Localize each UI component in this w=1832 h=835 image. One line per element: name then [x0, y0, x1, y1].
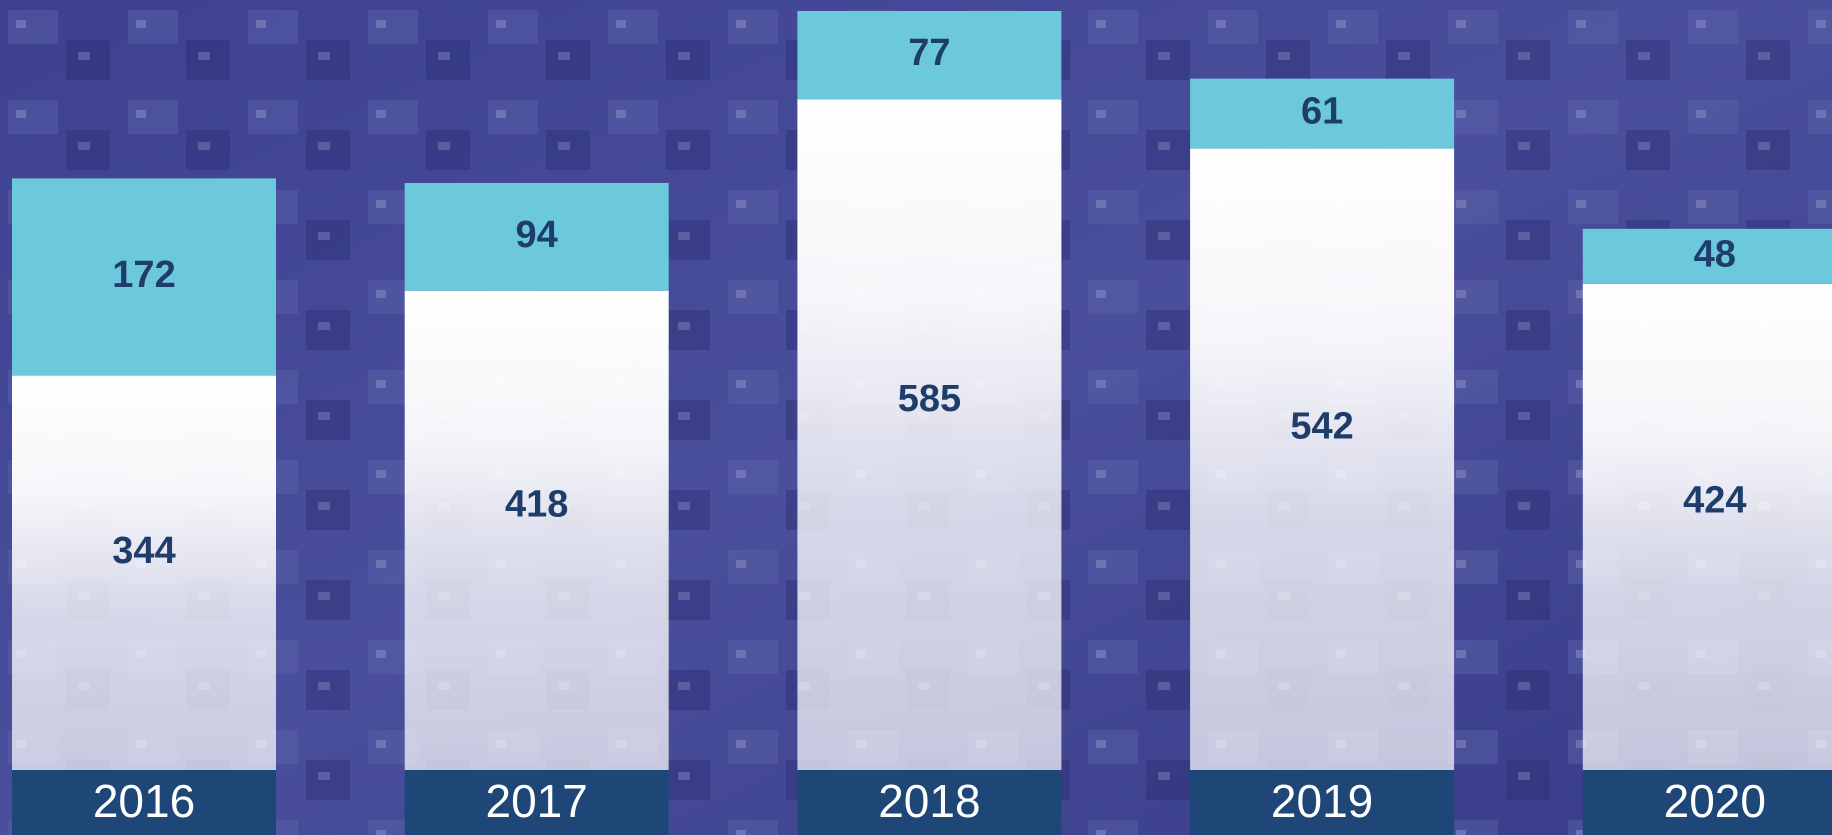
x-tick-label: 2018 — [878, 775, 980, 827]
value-label: 344 — [112, 530, 175, 572]
bar-segment — [1582, 228, 1832, 284]
year-band — [12, 770, 276, 835]
year-band — [797, 770, 1062, 835]
bar-segment — [1582, 283, 1832, 770]
value-label: 48 — [1694, 233, 1736, 275]
bar-segment — [404, 290, 669, 770]
bar-segment — [797, 11, 1062, 100]
x-tick-label: 2017 — [486, 775, 588, 827]
value-label: 77 — [908, 32, 950, 74]
value-label: 542 — [1290, 405, 1353, 447]
year-band — [1582, 770, 1832, 835]
bar-segment — [1190, 78, 1455, 149]
year-band — [404, 770, 669, 835]
x-tick-label: 2019 — [1271, 775, 1373, 827]
bars: 344 172 2016 418 94 2017 585 77 2018 542 61 2019 424… — [12, 11, 1832, 835]
year-band — [1190, 770, 1455, 835]
value-label: 94 — [516, 214, 558, 256]
bar-segment — [12, 375, 276, 770]
bar-segment — [404, 182, 669, 291]
value-label: 424 — [1683, 480, 1746, 522]
x-tick-label: 2020 — [1664, 775, 1766, 827]
value-label: 585 — [898, 378, 961, 420]
value-label: 61 — [1301, 91, 1343, 133]
value-label: 172 — [112, 254, 175, 296]
value-label: 418 — [505, 483, 568, 525]
x-tick-label: 2016 — [93, 775, 195, 827]
bar-segment — [12, 178, 276, 376]
bar-segment — [1190, 148, 1455, 771]
bar-segment — [797, 99, 1062, 771]
